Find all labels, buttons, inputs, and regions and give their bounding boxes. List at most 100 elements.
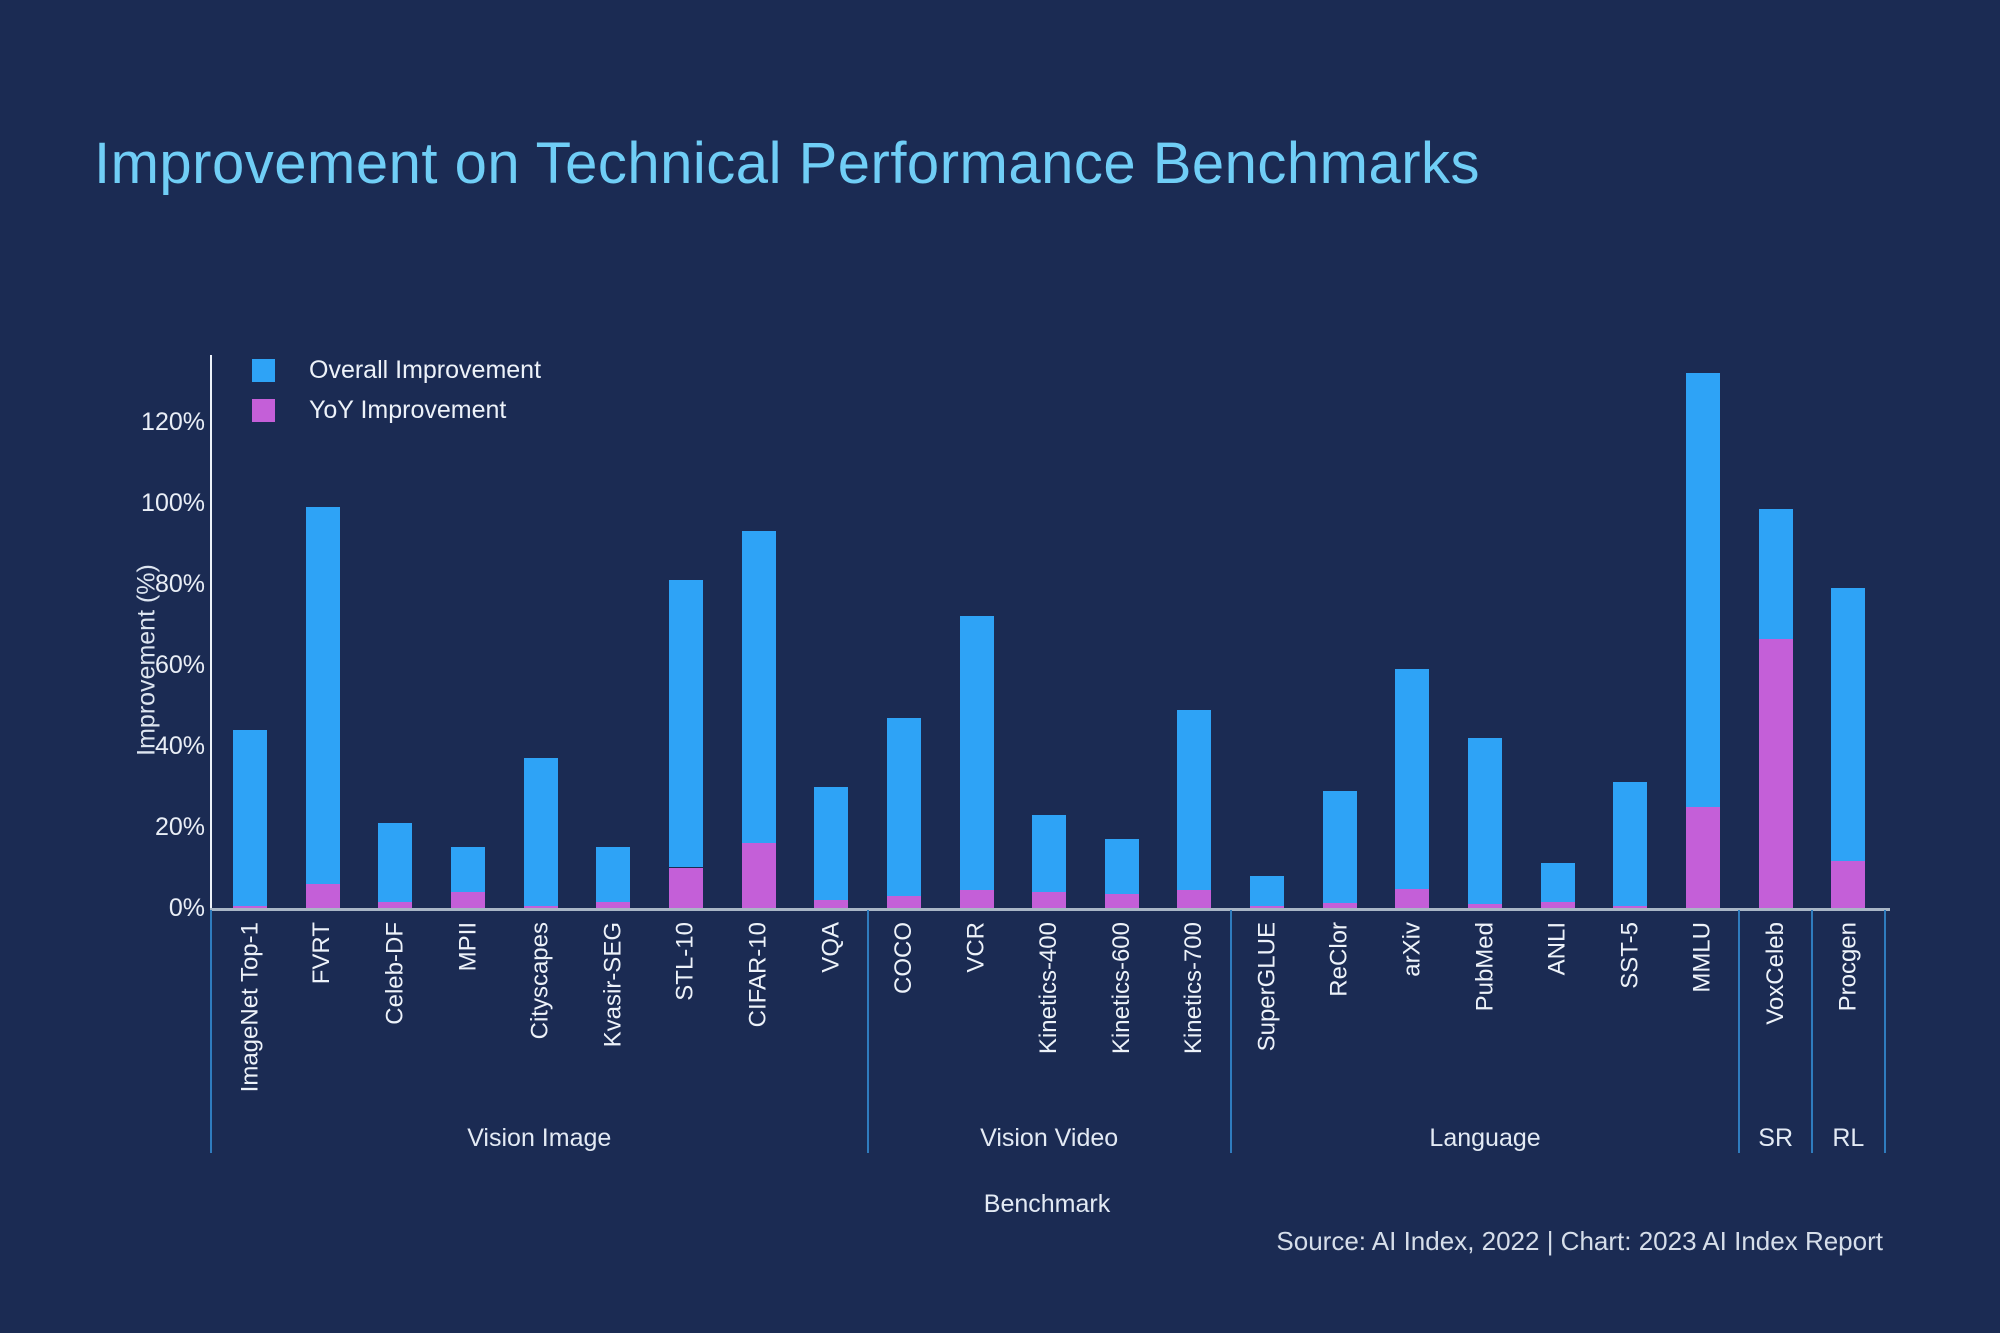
bar-overall-ANLI [1540,863,1575,902]
source-credit: Source: AI Index, 2022 | Chart: 2023 AI … [1276,1226,1883,1256]
bar-yoy-ReClor [1322,902,1357,908]
x-tick-label-CIFAR-10: CIFAR-10 [744,922,772,1028]
group-divider [866,910,869,1153]
bar-yoy-VQA [814,899,849,908]
x-tick-label-FVRT: FVRT [308,922,336,985]
y-tick-label: 60% [154,651,205,679]
bar-overall-SuperGLUE [1250,875,1285,906]
bar-yoy-MPII [450,891,485,908]
overall-improvement-swatch-icon [252,358,275,382]
legend-label-overall: Overall Improvement [309,355,542,384]
x-tick-label-ANLI: ANLI [1543,922,1571,976]
bar-overall-ReClor [1322,790,1357,903]
group-label-Vision Video: Vision Video [980,1124,1119,1152]
bar-overall-Kinetics-600 [1104,839,1139,894]
bar-yoy-Kinetics-700 [1177,889,1212,908]
group-label-Language: Language [1429,1124,1541,1152]
bar-yoy-Procgen [1831,861,1866,908]
bar-overall-Celeb-DF [378,822,413,902]
bar-overall-MPII [450,847,485,892]
x-tick-label-Kvasir-SEG: Kvasir-SEG [599,922,627,1048]
bar-yoy-COCO [886,895,921,908]
x-tick-label-COCO: COCO [889,922,917,994]
x-tick-label-Procgen: Procgen [1834,922,1862,1012]
bar-yoy-SST-5 [1613,905,1648,908]
bar-overall-SST-5 [1613,782,1648,906]
x-axis-line [210,908,1890,911]
x-tick-label-Cityscapes: Cityscapes [526,922,554,1040]
y-tick-label: 120% [141,408,205,436]
bar-overall-FVRT [305,507,340,884]
group-label-SR: SR [1758,1124,1794,1152]
bar-overall-COCO [886,717,921,896]
yoy-improvement-swatch-icon [252,398,275,422]
bar-yoy-ImageNet Top-1 [233,905,267,908]
y-tick-label: 100% [141,489,205,517]
x-tick-label-VQA: VQA [817,922,845,973]
group-label-Vision Image: Vision Image [467,1124,612,1152]
x-tick-label-ReClor: ReClor [1325,922,1353,997]
bar-overall-Procgen [1831,588,1866,862]
x-tick-label-Kinetics-400: Kinetics-400 [1035,922,1063,1055]
bar-overall-VoxCeleb [1758,509,1793,639]
x-tick-label-VCR: VCR [962,922,990,973]
y-tick-label: 20% [154,813,205,841]
bar-yoy-Kinetics-400 [1032,891,1067,908]
bar-yoy-MMLU [1686,806,1720,908]
group-divider [1810,910,1813,1153]
bar-yoy-Celeb-DF [378,901,413,908]
x-axis-title: Benchmark [983,1190,1111,1218]
legend-item-yoy: YoY Improvement [252,395,541,425]
bar-yoy-Cityscapes [523,905,558,908]
bar-overall-ImageNet Top-1 [233,729,267,906]
bar-yoy-ANLI [1540,901,1575,908]
bar-overall-Kinetics-700 [1177,709,1212,890]
group-divider [1738,910,1741,1153]
group-divider [210,910,212,1153]
x-tick-label-SuperGLUE: SuperGLUE [1253,922,1281,1052]
chart-title: Improvement on Technical Performance Ben… [94,131,1481,196]
x-tick-label-ImageNet Top-1: ImageNet Top-1 [236,922,263,1093]
group-label-RL: RL [1832,1124,1865,1152]
bar-yoy-SuperGLUE [1250,905,1285,908]
bar-overall-VQA [814,786,849,900]
legend-item-overall: Overall Improvement [252,355,541,385]
bar-overall-Kinetics-400 [1032,814,1067,892]
x-tick-label-VoxCeleb: VoxCeleb [1761,922,1789,1025]
bar-yoy-FVRT [305,883,340,908]
bar-overall-VCR [959,616,994,890]
bar-yoy-Kinetics-600 [1104,893,1139,908]
bar-yoy-VoxCeleb [1758,638,1793,908]
bar-yoy-arXiv [1395,888,1430,908]
x-tick-label-Kinetics-700: Kinetics-700 [1180,922,1208,1055]
bar-overall-CIFAR-10 [741,531,776,844]
x-tick-label-Celeb-DF: Celeb-DF [381,922,409,1025]
bar-yoy-CIFAR-10 [741,843,776,908]
legend: Overall Improvement YoY Improvement [252,355,541,435]
group-divider [1229,910,1232,1153]
bar-overall-PubMed [1468,737,1503,904]
x-tick-label-MPII: MPII [453,922,481,972]
y-tick-label: 40% [154,732,205,760]
x-tick-label-MMLU: MMLU [1689,922,1716,993]
bar-overall-arXiv [1395,669,1430,889]
bar-yoy-STL-10 [668,867,703,908]
group-divider [1883,910,1886,1153]
bar-yoy-Kvasir-SEG [596,901,631,908]
y-tick-label: 0% [168,894,205,922]
bar-overall-MMLU [1686,373,1720,807]
bar-yoy-PubMed [1468,903,1503,908]
bar-overall-Cityscapes [523,758,558,906]
legend-label-yoy: YoY Improvement [309,395,507,424]
x-tick-label-STL-10: STL-10 [671,922,699,1001]
bar-overall-Kvasir-SEG [596,847,631,902]
x-tick-label-Kinetics-600: Kinetics-600 [1107,922,1135,1055]
x-tick-label-PubMed: PubMed [1471,922,1499,1012]
bar-overall-STL-10 [668,579,703,868]
y-axis-line [210,355,212,909]
x-tick-label-SST-5: SST-5 [1616,922,1644,989]
x-tick-label-arXiv: arXiv [1398,922,1426,977]
y-tick-label: 80% [154,570,205,598]
bar-yoy-VCR [959,889,994,908]
